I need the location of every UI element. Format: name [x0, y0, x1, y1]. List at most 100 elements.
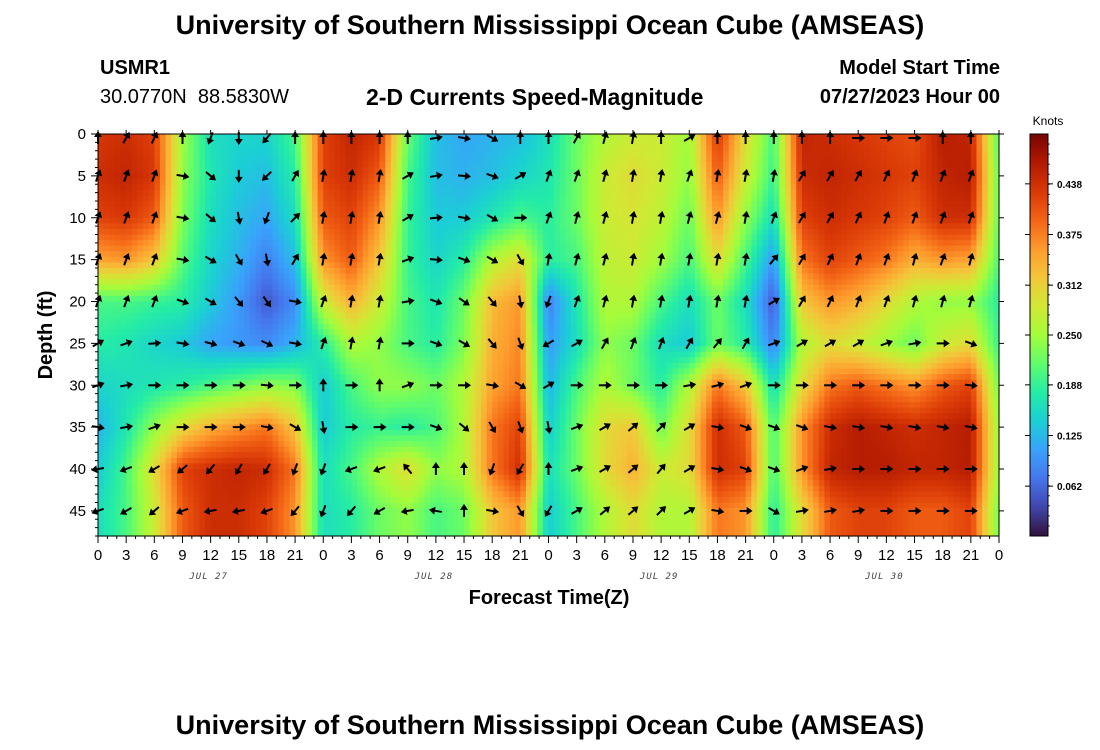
heatmap-cell [255, 167, 262, 174]
heatmap-cell [216, 139, 223, 146]
heatmap-cell [238, 284, 246, 291]
heatmap-cell [762, 178, 769, 185]
heatmap-cell [582, 156, 589, 163]
heatmap-cell [745, 201, 752, 208]
heatmap-cell [863, 234, 871, 241]
heatmap-cell [537, 167, 544, 174]
heatmap-cell [120, 262, 127, 269]
heatmap-cell [554, 234, 561, 241]
heatmap-cell [813, 240, 820, 247]
heatmap-cell [976, 212, 983, 219]
heatmap-cell [672, 223, 679, 230]
heatmap-cell [509, 245, 516, 252]
heatmap-cell [593, 167, 600, 174]
heatmap-cell [751, 206, 758, 213]
heatmap-cell [103, 201, 110, 208]
heatmap-cell [345, 234, 352, 241]
heatmap-cell [903, 273, 910, 280]
heatmap-cell [311, 228, 319, 236]
heatmap-cell [171, 189, 178, 197]
heatmap-cell [300, 251, 307, 258]
heatmap-cell [165, 167, 172, 174]
heatmap-cell [323, 167, 330, 174]
heatmap-cell [931, 251, 938, 258]
heatmap-cell [182, 240, 189, 247]
heatmap-cell [965, 223, 972, 230]
heatmap-cell [925, 156, 933, 163]
heatmap-cell [661, 251, 668, 258]
heatmap-cell [497, 301, 505, 308]
heatmap-cell [469, 301, 476, 308]
heatmap-cell [98, 189, 105, 197]
heatmap-cell [458, 150, 465, 157]
heatmap-cell [835, 150, 842, 157]
heatmap-cell [717, 245, 724, 252]
heatmap-cell [616, 301, 623, 308]
heatmap-cell [875, 268, 882, 275]
heatmap-cell [418, 301, 426, 308]
heatmap-cell [418, 245, 426, 252]
heatmap-cell [509, 184, 516, 191]
heatmap-cell [846, 161, 854, 169]
heatmap-cell [548, 134, 555, 141]
heatmap-cell [616, 212, 623, 219]
heatmap-cell [176, 189, 184, 197]
heatmap-cell [694, 268, 702, 275]
heatmap-cell [587, 161, 595, 169]
heatmap-cell [379, 268, 386, 275]
heatmap-cell [199, 284, 206, 291]
heatmap-cell [745, 178, 752, 185]
heatmap-cell [655, 268, 662, 275]
heatmap-cell [396, 145, 403, 152]
heatmap-cell [261, 178, 268, 185]
heatmap-cell [373, 184, 381, 191]
heatmap-cell [334, 201, 341, 208]
heatmap-cell [571, 178, 578, 185]
heatmap-cell [328, 206, 336, 213]
heatmap-cell [559, 295, 566, 303]
heatmap-cell [745, 156, 752, 163]
heatmap-cell [216, 217, 223, 224]
heatmap-cell [886, 223, 893, 230]
heatmap-cell [903, 156, 910, 163]
heatmap-cell [396, 201, 403, 208]
heatmap-cell [148, 268, 155, 275]
heatmap-cell [801, 201, 809, 208]
heatmap-cell [987, 234, 994, 241]
heatmap-cell [779, 256, 786, 264]
heatmap-cell [807, 228, 814, 236]
heatmap-cell [509, 167, 516, 174]
heatmap-cell [120, 173, 127, 180]
heatmap-cell [126, 223, 133, 230]
heatmap-cell [261, 307, 268, 314]
heatmap-cell [892, 201, 899, 208]
heatmap-cell [976, 268, 983, 275]
heatmap-cell [154, 201, 161, 208]
heatmap-cell [678, 240, 685, 247]
heatmap-cell [559, 301, 566, 308]
heatmap-cell [531, 279, 538, 286]
heatmap-cell [447, 273, 454, 280]
heatmap-cell [385, 240, 392, 247]
heatmap-cell [863, 228, 871, 236]
heatmap-cell [953, 156, 961, 163]
heatmap-cell [892, 178, 899, 185]
heatmap-cell [790, 156, 797, 163]
heatmap-cell [182, 290, 189, 297]
heatmap-cell [159, 217, 167, 224]
heatmap-cell [638, 150, 645, 157]
heatmap-cell [621, 290, 628, 297]
heatmap-cell [762, 268, 769, 275]
heatmap-cell [435, 228, 443, 236]
heatmap-cell [987, 195, 994, 202]
heatmap-cell [120, 150, 127, 157]
heatmap-cell [233, 145, 240, 152]
heatmap-cell [689, 245, 696, 252]
heatmap-cell [531, 240, 538, 247]
heatmap-cell [289, 268, 296, 275]
heatmap-cell [638, 134, 645, 141]
heatmap-cell [683, 245, 690, 252]
heatmap-cell [869, 178, 876, 185]
heatmap-cell [875, 234, 882, 241]
heatmap-cell [604, 150, 612, 157]
